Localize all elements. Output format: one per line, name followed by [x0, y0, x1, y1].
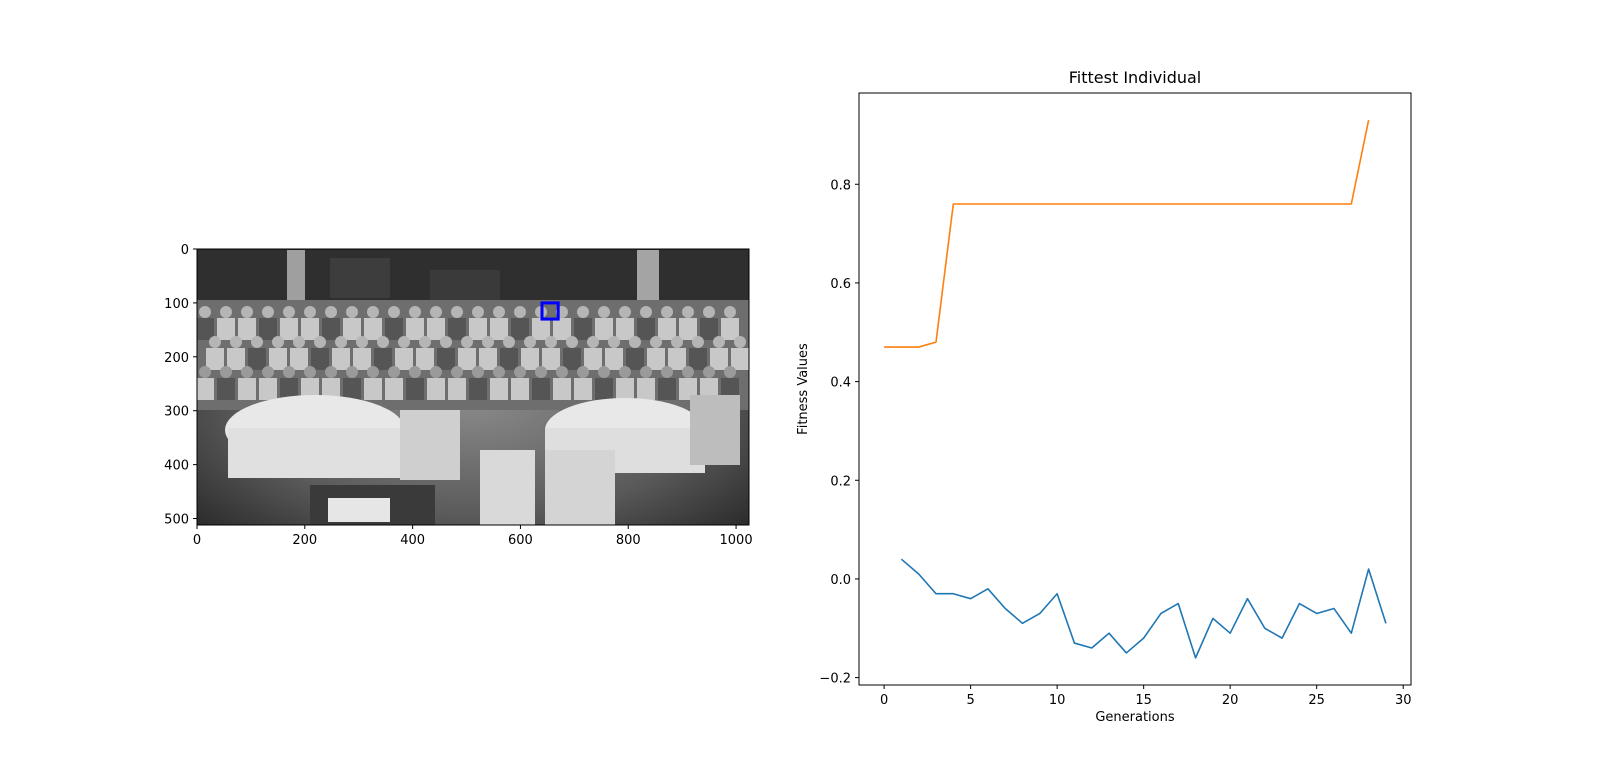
image-y-tick-label: 500 [164, 513, 189, 528]
plot-frame [858, 92, 1412, 686]
image-x-tick-label: 800 [616, 533, 641, 548]
image-panel: 0 200 400 600 800 1000 0 100 200 300 400 500 [164, 243, 752, 548]
image-frame [196, 248, 750, 526]
chart-y-tick-label: 0.2 [830, 474, 851, 489]
chart-x-tick-label: 10 [1049, 693, 1066, 708]
x-axis-label: Generations [1095, 710, 1175, 725]
series-line-1 [884, 119, 1370, 348]
crowd-heads [197, 306, 749, 400]
image-x-tick-label: 200 [292, 533, 317, 548]
chart-panel: Fittest Individual 0 5 10 15 20 25 30 −0.2 0.0 0… [796, 68, 1412, 725]
chart-x-axis-ticks: 0 5 10 15 20 25 30 [880, 685, 1412, 708]
chart-x-tick-label: 20 [1222, 693, 1239, 708]
chart-y-tick-label: 0.6 [830, 277, 851, 292]
detection-box [540, 301, 560, 321]
image-y-tick-label: 400 [164, 459, 189, 474]
image-y-axis-ticks: 0 100 200 300 400 500 [164, 243, 197, 528]
image-y-tick-label: 0 [181, 243, 189, 258]
image-x-axis-ticks: 0 200 400 600 800 1000 [193, 525, 753, 548]
chart-y-tick-label: −0.2 [819, 672, 851, 687]
image-y-tick-label: 200 [164, 351, 189, 366]
image-x-tick-label: 1000 [720, 533, 753, 548]
y-axis-label: Fitness Values [796, 343, 811, 435]
chart-y-tick-label: 0.8 [830, 178, 851, 193]
series-line-0 [900, 558, 1387, 659]
image-x-tick-label: 400 [400, 533, 425, 548]
image-x-tick-label: 600 [508, 533, 533, 548]
image-x-tick-label: 0 [193, 533, 201, 548]
image-y-tick-label: 100 [164, 297, 189, 312]
chart-x-tick-label: 15 [1135, 693, 1152, 708]
series-layer [884, 119, 1387, 659]
chart-y-tick-label: 0.4 [830, 376, 851, 391]
chart-x-tick-label: 25 [1308, 693, 1325, 708]
chart-title: Fittest Individual [1069, 68, 1202, 87]
chart-x-tick-label: 30 [1395, 693, 1412, 708]
chart-x-tick-label: 5 [966, 693, 974, 708]
image-y-tick-label: 300 [164, 405, 189, 420]
chart-x-tick-label: 0 [880, 693, 888, 708]
group-photo [197, 249, 749, 525]
chart-y-tick-label: 0.0 [830, 573, 851, 588]
chart-y-axis-ticks: −0.2 0.0 0.2 0.4 0.6 0.8 [819, 178, 859, 687]
